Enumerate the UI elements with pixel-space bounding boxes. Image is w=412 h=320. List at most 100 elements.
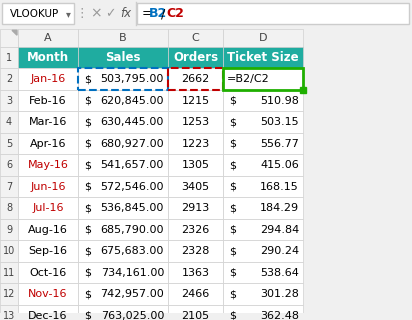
Bar [2, 3, 74, 24]
Text: $: $ [84, 182, 91, 192]
Bar [18, 68, 78, 90]
Bar [223, 219, 303, 240]
Text: Sales: Sales [105, 51, 141, 64]
Text: 2: 2 [6, 74, 12, 84]
Text: 680,927.00: 680,927.00 [101, 139, 164, 149]
Bar [78, 90, 168, 111]
Bar [18, 262, 78, 284]
Bar [78, 262, 168, 284]
Text: Feb-16: Feb-16 [29, 96, 67, 106]
Bar [78, 68, 168, 90]
Text: 3: 3 [6, 96, 12, 106]
Bar [168, 133, 223, 154]
Text: 290.24: 290.24 [260, 246, 299, 256]
Text: 572,546.00: 572,546.00 [101, 182, 164, 192]
Text: $: $ [84, 203, 91, 213]
Text: 503,795.00: 503,795.00 [101, 74, 164, 84]
Bar [0, 154, 18, 176]
Text: 12: 12 [3, 289, 15, 299]
Text: 556.77: 556.77 [260, 139, 299, 149]
Text: 734,161.00: 734,161.00 [101, 268, 164, 278]
Bar [168, 90, 223, 111]
Bar [78, 305, 168, 320]
Bar [18, 240, 78, 262]
Bar [18, 176, 78, 197]
Text: 503.15: 503.15 [260, 117, 299, 127]
Text: =: = [142, 7, 152, 20]
Text: $: $ [229, 289, 236, 299]
Text: May-16: May-16 [28, 160, 68, 170]
Text: 13: 13 [3, 311, 15, 320]
Bar [0, 262, 18, 284]
Bar [223, 262, 303, 284]
Text: 1215: 1215 [181, 96, 210, 106]
Bar [18, 133, 78, 154]
Bar [78, 68, 168, 90]
Text: 5: 5 [6, 139, 12, 149]
Text: 8: 8 [6, 203, 12, 213]
Bar [78, 284, 168, 305]
Text: $: $ [229, 96, 236, 106]
Bar [223, 240, 303, 262]
Bar [0, 284, 18, 305]
Text: 538.64: 538.64 [260, 268, 299, 278]
Text: Ticket Size: Ticket Size [227, 51, 299, 64]
Text: 2466: 2466 [181, 289, 210, 299]
Bar [18, 90, 78, 111]
Text: 4: 4 [6, 117, 12, 127]
Text: 301.28: 301.28 [260, 289, 299, 299]
Text: /: / [161, 7, 165, 20]
Text: 1253: 1253 [181, 117, 210, 127]
Text: 510.98: 510.98 [260, 96, 299, 106]
Text: 2328: 2328 [181, 246, 210, 256]
Text: $: $ [84, 74, 91, 84]
Text: 2326: 2326 [181, 225, 210, 235]
Text: $: $ [229, 117, 236, 127]
Bar [223, 284, 303, 305]
Text: 1: 1 [6, 53, 12, 63]
Text: fx: fx [120, 7, 131, 20]
Text: 3405: 3405 [181, 182, 210, 192]
Bar [18, 111, 78, 133]
Bar [168, 154, 223, 176]
Text: 630,445.00: 630,445.00 [101, 117, 164, 127]
Text: Orders: Orders [173, 51, 218, 64]
Bar [223, 197, 303, 219]
Bar [168, 197, 223, 219]
Bar [168, 68, 223, 90]
Text: 168.15: 168.15 [260, 182, 299, 192]
Text: $: $ [229, 225, 236, 235]
Text: C2: C2 [166, 7, 184, 20]
Text: 541,657.00: 541,657.00 [101, 160, 164, 170]
Bar [223, 305, 303, 320]
Text: $: $ [84, 289, 91, 299]
Bar [137, 3, 409, 24]
Bar [0, 47, 18, 68]
Bar [78, 219, 168, 240]
Text: =B2/C2: =B2/C2 [227, 74, 270, 84]
Bar [18, 154, 78, 176]
Bar [223, 133, 303, 154]
Text: $: $ [229, 268, 236, 278]
Bar [18, 305, 78, 320]
Bar [223, 47, 303, 68]
Text: $: $ [84, 246, 91, 256]
Text: $: $ [84, 139, 91, 149]
Text: $: $ [84, 225, 91, 235]
Bar [168, 111, 223, 133]
Bar [78, 133, 168, 154]
Bar [0, 240, 18, 262]
Text: 184.29: 184.29 [260, 203, 299, 213]
Text: 685,790.00: 685,790.00 [101, 225, 164, 235]
Bar [223, 90, 303, 111]
Text: $: $ [84, 268, 91, 278]
Bar [168, 47, 223, 68]
Bar [18, 47, 78, 68]
Text: Mar-16: Mar-16 [29, 117, 67, 127]
Text: ⋮: ⋮ [76, 7, 88, 20]
Bar [223, 29, 303, 47]
Bar [0, 111, 18, 133]
Bar [0, 197, 18, 219]
Bar [168, 262, 223, 284]
Text: $: $ [229, 182, 236, 192]
